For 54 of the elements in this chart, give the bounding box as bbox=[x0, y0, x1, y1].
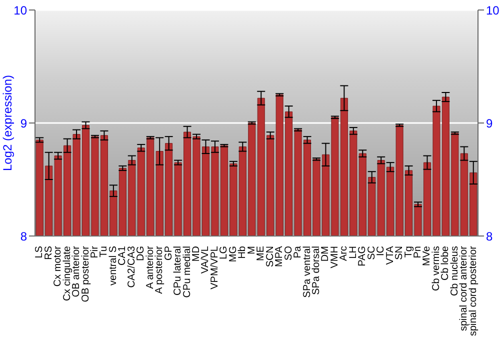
x-tick-label: PAG bbox=[357, 246, 368, 266]
x-tick-label: VPM/VPL bbox=[209, 246, 220, 290]
x-tick-label: Cb lobe bbox=[440, 246, 452, 280]
x-tick-label: LH bbox=[348, 246, 359, 259]
y2-tick-label: 10 bbox=[486, 3, 500, 18]
x-tick-label: spinal cord posterior bbox=[468, 245, 479, 336]
x-tick-label: OB anterior bbox=[71, 245, 82, 298]
x-tick-label: CA2/CA3 bbox=[126, 246, 138, 288]
y-axis-title: Log2 (expression) bbox=[0, 74, 14, 172]
x-tick-label: SC bbox=[366, 246, 378, 260]
x-tick-label: CA1 bbox=[117, 246, 128, 266]
x-tick-label: DM bbox=[320, 246, 332, 262]
x-tick-label: CPu lateral bbox=[172, 246, 184, 296]
y-tick-label: 9 bbox=[20, 116, 28, 130]
x-tick-label: Hb bbox=[237, 246, 248, 259]
x-tick-label: LG bbox=[218, 246, 230, 260]
x-tick-label: SN bbox=[394, 246, 406, 260]
x-tick-label: A posterior bbox=[154, 245, 166, 294]
x-tick-label: SPa dorsal bbox=[310, 246, 322, 295]
x-tick-label: RS bbox=[43, 246, 54, 260]
x-tick-label: Cb nucleus bbox=[449, 246, 460, 296]
y2-tick-label: 8 bbox=[486, 229, 493, 244]
y-tick-label: 8 bbox=[20, 229, 28, 244]
x-tick-label: Cx cingulate bbox=[62, 246, 73, 302]
x-tick-label: A anterior bbox=[144, 245, 156, 289]
x-tick-label: ventral S bbox=[108, 246, 119, 286]
x-tick-label: Tu bbox=[98, 246, 110, 258]
x-tick-label: VMH bbox=[329, 246, 340, 268]
x-tick-label: Cx motor bbox=[52, 245, 64, 287]
x-tick-label: VTA bbox=[384, 246, 396, 265]
x-tick-label: LS bbox=[34, 246, 46, 258]
x-tick-label: MVe bbox=[422, 246, 433, 266]
x-tick-label: GP bbox=[163, 246, 174, 260]
y2-tick-label: 9 bbox=[486, 116, 493, 130]
x-tick-label: Pn bbox=[412, 246, 424, 258]
x-tick-label: Tg bbox=[403, 246, 414, 258]
y-tick-label: 10 bbox=[14, 3, 28, 18]
x-tick-label: MG bbox=[228, 246, 239, 262]
x-tick-label: Cb vermis bbox=[430, 246, 442, 292]
x-tick-label: VA/VL bbox=[200, 246, 212, 274]
x-tick-label: CPu medial bbox=[182, 246, 193, 298]
x-tick-label: ME bbox=[256, 246, 267, 261]
x-tick-label: IC bbox=[376, 246, 387, 256]
x-tick-label: spinal cord anterior bbox=[458, 245, 470, 332]
x-tick-label: M bbox=[246, 246, 258, 254]
x-tick-label: DG bbox=[136, 246, 147, 261]
x-tick-label: Arc bbox=[338, 246, 350, 261]
x-tick-label: SCN bbox=[264, 246, 276, 268]
x-tick-label: Pa bbox=[292, 246, 304, 258]
x-tick-label: Pir bbox=[89, 245, 100, 258]
x-tick-label: MPA bbox=[274, 246, 286, 267]
x-tick-label: SPa ventral bbox=[302, 246, 313, 298]
x-tick-label: SO bbox=[283, 246, 294, 260]
x-tick-label: OB posterior bbox=[80, 245, 92, 302]
